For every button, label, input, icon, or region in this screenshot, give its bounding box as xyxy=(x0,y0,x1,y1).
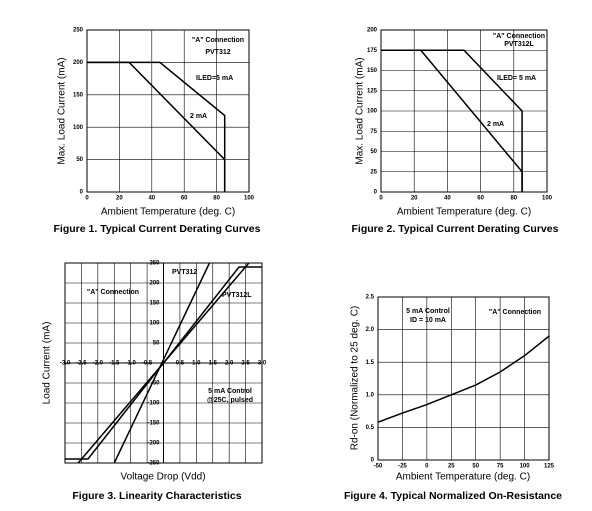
x-tick-label: 0.5 xyxy=(176,361,185,367)
series-line xyxy=(381,49,523,192)
x-tick-label: 60 xyxy=(477,196,484,202)
x-tick-label: 125 xyxy=(544,464,555,470)
x-tick-label: 20 xyxy=(116,196,123,202)
y-axis-label: Load Current (mA) xyxy=(42,322,53,405)
y-tick-label: 100 xyxy=(73,125,84,131)
x-tick-label: -1.0 xyxy=(125,361,136,367)
y-tick-label: 50 xyxy=(153,341,160,347)
x-tick-label: 1.5 xyxy=(209,361,218,367)
annotation: 5 mA Control xyxy=(406,308,450,315)
annotation: ID = 10 mA xyxy=(410,317,446,324)
y-tick-label: 100 xyxy=(149,321,160,327)
x-tick-label: -2.0 xyxy=(93,361,104,367)
y-axis-label: Rd-on (Normalized to 25 deg. C) xyxy=(350,306,361,451)
x-tick-label: 0 xyxy=(379,196,383,202)
x-tick-label: 80 xyxy=(510,196,517,202)
x-tick-label: 100 xyxy=(542,196,553,202)
y-tick-label: 50 xyxy=(370,149,377,155)
y-axis-label: Max. Load Current (mA) xyxy=(57,57,68,164)
x-tick-label: -1.5 xyxy=(109,361,120,367)
annotation: "A" Connection xyxy=(493,33,545,40)
y-tick-label: 200 xyxy=(367,28,378,34)
x-tick-label: 40 xyxy=(444,196,451,202)
y-tick-label: 150 xyxy=(367,68,378,74)
x-tick-label: 20 xyxy=(411,196,418,202)
annotation: 5 mA Control xyxy=(208,388,252,395)
y-axis-label: Max. Load Current (mA) xyxy=(355,57,366,164)
y-tick-label: 75 xyxy=(370,129,377,135)
y-tick-label: 0 xyxy=(80,190,84,196)
figure-caption: Figure 2. Typical Current Derating Curve… xyxy=(352,223,559,235)
plot-frame xyxy=(380,29,548,193)
annotation: "A" Connection xyxy=(87,289,139,296)
series-label: PVT312L xyxy=(222,292,252,299)
series-label: PVT312 xyxy=(172,269,197,276)
y-tick-label: 2.5 xyxy=(366,295,375,301)
y-tick-label: -200 xyxy=(147,441,160,447)
series-label: 2 mA xyxy=(487,121,504,128)
y-tick-label: 100 xyxy=(367,109,378,115)
figure-caption: Figure 4. Typical Normalized On-Resistan… xyxy=(344,490,562,502)
x-tick-label: 50 xyxy=(472,464,479,470)
series-line xyxy=(377,335,550,423)
y-tick-label: 125 xyxy=(367,88,378,94)
annotation: PVT312L xyxy=(504,41,534,48)
x-tick-label: 2.0 xyxy=(225,361,234,367)
y-tick-label: 0 xyxy=(371,458,375,464)
y-tick-label: -100 xyxy=(147,401,160,407)
x-tick-label: 75 xyxy=(497,464,504,470)
y-tick-label: 1.0 xyxy=(366,392,375,398)
x-tick-label: -0.5 xyxy=(142,361,153,367)
y-tick-label: 50 xyxy=(76,157,83,163)
series-line xyxy=(65,266,262,460)
plot-frame xyxy=(377,296,550,461)
annotation: @25C, pulsed xyxy=(207,397,253,404)
x-tick-label: 2.5 xyxy=(241,361,250,367)
x-tick-label: 80 xyxy=(213,196,220,202)
x-tick-label: -25 xyxy=(398,464,407,470)
x-tick-label: 0 xyxy=(85,196,89,202)
series-line xyxy=(381,49,523,192)
y-tick-label: 0 xyxy=(374,190,378,196)
annotation: "A" Connection xyxy=(192,37,244,44)
y-tick-label: 150 xyxy=(149,301,160,307)
y-tick-label: 250 xyxy=(73,28,84,34)
y-tick-label: 175 xyxy=(367,48,378,54)
series-line xyxy=(87,61,226,192)
series-line xyxy=(113,262,211,464)
series-label: 2 mA xyxy=(190,113,207,120)
y-tick-label: 25 xyxy=(370,169,377,175)
x-tick-label: 0 xyxy=(425,464,429,470)
x-tick-label: 100 xyxy=(244,196,255,202)
x-axis-label: Ambient Temperature (deg. C) xyxy=(396,472,530,483)
y-tick-label: 0.5 xyxy=(366,425,375,431)
figure-caption: Figure 3. Linearity Characteristics xyxy=(72,490,241,502)
y-tick-label: -50 xyxy=(151,381,160,387)
x-axis-label: Ambient Temperature (deg. C) xyxy=(101,207,235,218)
x-tick-label: 60 xyxy=(181,196,188,202)
y-tick-label: 250 xyxy=(149,261,160,267)
x-tick-label: 100 xyxy=(520,464,531,470)
x-tick-label: -50 xyxy=(374,464,383,470)
y-tick-label: -250 xyxy=(147,461,160,467)
y-tick-label: 200 xyxy=(149,281,160,287)
plot-frame xyxy=(86,29,250,193)
y-tick-label: 200 xyxy=(73,60,84,66)
annotation: PVT312 xyxy=(205,49,230,56)
x-tick-label: 25 xyxy=(448,464,455,470)
x-axis-label: Ambient Temperature (deg. C) xyxy=(397,207,531,218)
series-label: ILED= 5 mA xyxy=(497,75,536,82)
annotation: "A" Connection xyxy=(489,309,541,316)
figure-caption: Figure 1. Typical Current Derating Curve… xyxy=(54,223,261,235)
y-tick-label: -150 xyxy=(147,421,160,427)
series-label: ILED=5 mA xyxy=(196,75,233,82)
x-tick-label: 1.0 xyxy=(192,361,201,367)
y-tick-label: 150 xyxy=(73,92,84,98)
x-tick-label: -2.5 xyxy=(76,361,87,367)
x-tick-label: 40 xyxy=(148,196,155,202)
x-axis-label: Voltage Drop (Vdd) xyxy=(120,472,205,483)
y-tick-label: 1.5 xyxy=(366,360,375,366)
y-tick-label: 2.0 xyxy=(366,327,375,333)
